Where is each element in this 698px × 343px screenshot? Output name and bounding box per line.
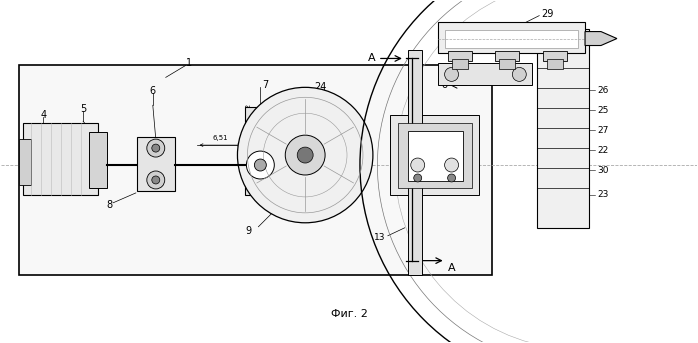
- Text: Фиг. 2: Фиг. 2: [331, 309, 367, 319]
- Text: 9: 9: [245, 226, 251, 236]
- Circle shape: [147, 139, 165, 157]
- Text: 23: 23: [597, 190, 609, 199]
- Text: 5: 5: [80, 104, 87, 114]
- Text: 13: 13: [374, 233, 385, 242]
- Bar: [89, 132, 107, 188]
- Bar: [496, 51, 519, 61]
- Text: А: А: [368, 54, 376, 63]
- Bar: [398, 123, 473, 188]
- Circle shape: [447, 174, 456, 182]
- Text: 6: 6: [150, 86, 156, 96]
- Circle shape: [445, 68, 459, 81]
- Circle shape: [414, 174, 422, 182]
- Text: А: А: [448, 263, 455, 273]
- Bar: [499, 59, 515, 69]
- Circle shape: [285, 135, 325, 175]
- Bar: [547, 59, 563, 69]
- Bar: [447, 51, 472, 61]
- Text: 25: 25: [597, 106, 609, 115]
- Bar: [438, 63, 533, 85]
- Bar: [20, 66, 492, 275]
- Bar: [408, 50, 422, 275]
- Text: 1: 1: [186, 58, 192, 69]
- Circle shape: [147, 171, 165, 189]
- Bar: [23, 123, 98, 195]
- Text: 4: 4: [40, 110, 46, 120]
- Text: 8: 8: [106, 200, 112, 210]
- Text: 30: 30: [597, 166, 609, 175]
- Bar: [20, 139, 31, 185]
- Circle shape: [512, 68, 526, 81]
- Text: 27: 27: [597, 126, 609, 135]
- Circle shape: [151, 176, 160, 184]
- Bar: [246, 107, 275, 195]
- Bar: [438, 22, 585, 54]
- Circle shape: [151, 144, 160, 152]
- Text: 6,51: 6,51: [213, 135, 228, 141]
- Circle shape: [254, 159, 267, 171]
- Text: 7: 7: [262, 80, 269, 90]
- Circle shape: [410, 158, 424, 172]
- Bar: [408, 131, 463, 181]
- Text: 10: 10: [412, 200, 424, 209]
- Bar: [445, 29, 578, 47]
- Text: б: б: [442, 80, 447, 90]
- Circle shape: [297, 147, 313, 163]
- Text: 28: 28: [426, 127, 438, 136]
- Bar: [452, 59, 468, 69]
- Text: 29: 29: [541, 9, 554, 19]
- Circle shape: [445, 158, 459, 172]
- Text: 26: 26: [597, 86, 609, 95]
- Text: 87,92: 87,92: [246, 103, 251, 123]
- Text: 24: 24: [314, 82, 326, 92]
- Text: 22: 22: [597, 145, 608, 155]
- Bar: [137, 137, 174, 191]
- Circle shape: [246, 151, 274, 179]
- Bar: [390, 115, 480, 195]
- Circle shape: [237, 87, 373, 223]
- Polygon shape: [585, 32, 617, 46]
- Bar: [543, 51, 567, 61]
- Bar: [537, 28, 589, 228]
